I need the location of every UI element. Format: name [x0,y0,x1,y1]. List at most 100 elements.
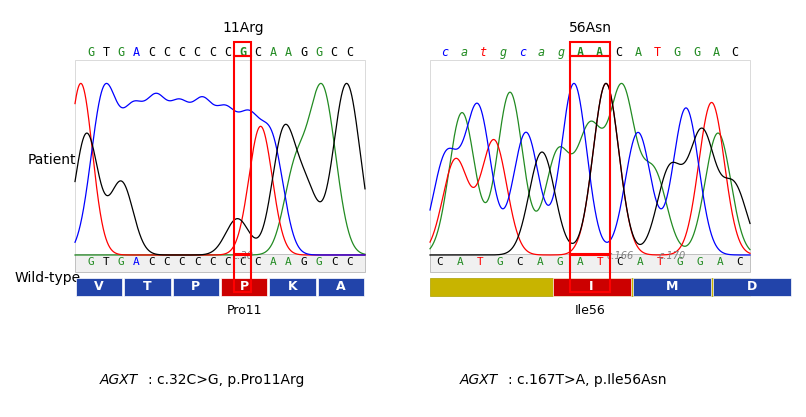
Text: C: C [193,257,201,267]
Text: C: C [163,45,170,58]
Text: c.170: c.170 [659,251,686,261]
Text: C: C [148,45,155,58]
Text: G: G [301,257,307,267]
Text: C: C [330,257,338,267]
Text: G: G [239,45,247,58]
Text: T: T [657,257,663,267]
Text: Patient: Patient [28,153,77,167]
Text: C: C [239,257,246,267]
Bar [570,56,610,255]
Text: C: C [617,257,623,267]
Text: Ile56: Ile56 [575,304,605,317]
Text: C: C [330,45,338,58]
Text: T: T [476,257,484,267]
Text: C: C [224,257,231,267]
Text: C: C [346,257,353,267]
Text: C: C [224,45,231,58]
Text: T: T [654,45,662,58]
Text: c: c [518,45,526,58]
Text: C: C [737,257,743,267]
Text: Wild-type: Wild-type [15,271,81,285]
Text: a: a [538,45,545,58]
Bar [570,254,610,292]
FancyBboxPatch shape [124,278,171,296]
Text: A: A [285,257,292,267]
Text: C: C [255,45,262,58]
Text: g: g [499,45,506,58]
Text: AGXT: AGXT [100,373,139,387]
Text: C: C [179,257,185,267]
Text: C: C [437,257,443,267]
Text: C: C [209,257,216,267]
FancyBboxPatch shape [172,278,219,296]
FancyBboxPatch shape [269,278,316,296]
Text: T: T [596,257,604,267]
Text: Pro11: Pro11 [226,304,262,317]
Text: G: G [87,45,94,58]
Text: A: A [270,257,276,267]
Bar [570,42,610,56]
Text: C: C [178,45,185,58]
FancyBboxPatch shape [76,278,123,296]
Text: a: a [460,45,467,58]
FancyBboxPatch shape [553,278,630,296]
Text: G: G [674,45,681,58]
Text: c.30: c.30 [232,251,253,261]
Text: c.166: c.166 [606,251,634,261]
Text: c: c [441,45,448,58]
Text: P: P [191,281,201,294]
Text: C: C [255,257,261,267]
Bar [235,254,251,292]
Bar [235,42,251,56]
Text: C: C [517,257,523,267]
Text: G: G [87,257,94,267]
Text: A: A [270,45,276,58]
Text: C: C [148,257,155,267]
Text: G: G [557,257,563,267]
FancyBboxPatch shape [318,278,364,296]
Bar [75,60,365,255]
Text: 56Asn: 56Asn [568,21,612,35]
Text: t: t [480,45,487,58]
Text: C: C [209,45,216,58]
Text: G: G [315,45,322,58]
Text: A: A [596,45,603,58]
Text: 11Arg: 11Arg [222,21,264,35]
Text: G: G [693,45,700,58]
Text: C: C [193,45,201,58]
Text: T: T [102,257,109,267]
Text: g: g [558,45,564,58]
Text: I: I [589,281,594,294]
Text: C: C [346,45,353,58]
Text: M: M [666,281,678,294]
Text: T: T [102,45,110,58]
Bar [430,60,750,255]
Text: : c.32C>G, p.Pro11Arg: : c.32C>G, p.Pro11Arg [148,373,305,387]
Text: D: D [746,281,757,294]
Text: G: G [496,257,504,267]
Text: G: G [316,257,322,267]
Text: AGXT: AGXT [460,373,498,387]
Text: V: V [94,281,104,294]
Text: K: K [288,281,297,294]
Text: A: A [285,45,292,58]
Text: A: A [713,45,720,58]
Text: G: G [676,257,683,267]
Text: C: C [732,45,739,58]
Text: T: T [143,281,152,294]
Bar [75,254,365,272]
Text: A: A [576,257,584,267]
Text: G: G [118,45,125,58]
Bar [430,254,750,272]
Text: A: A [637,257,643,267]
Text: : c.167T>A, p.Ile56Asn: : c.167T>A, p.Ile56Asn [508,373,667,387]
Text: A: A [537,257,543,267]
Text: A: A [336,281,346,294]
Text: A: A [133,45,139,58]
Text: P: P [239,281,249,294]
Text: C: C [616,45,622,58]
FancyBboxPatch shape [713,278,791,296]
Text: A: A [635,45,642,58]
Text: A: A [133,257,139,267]
Text: C: C [164,257,170,267]
